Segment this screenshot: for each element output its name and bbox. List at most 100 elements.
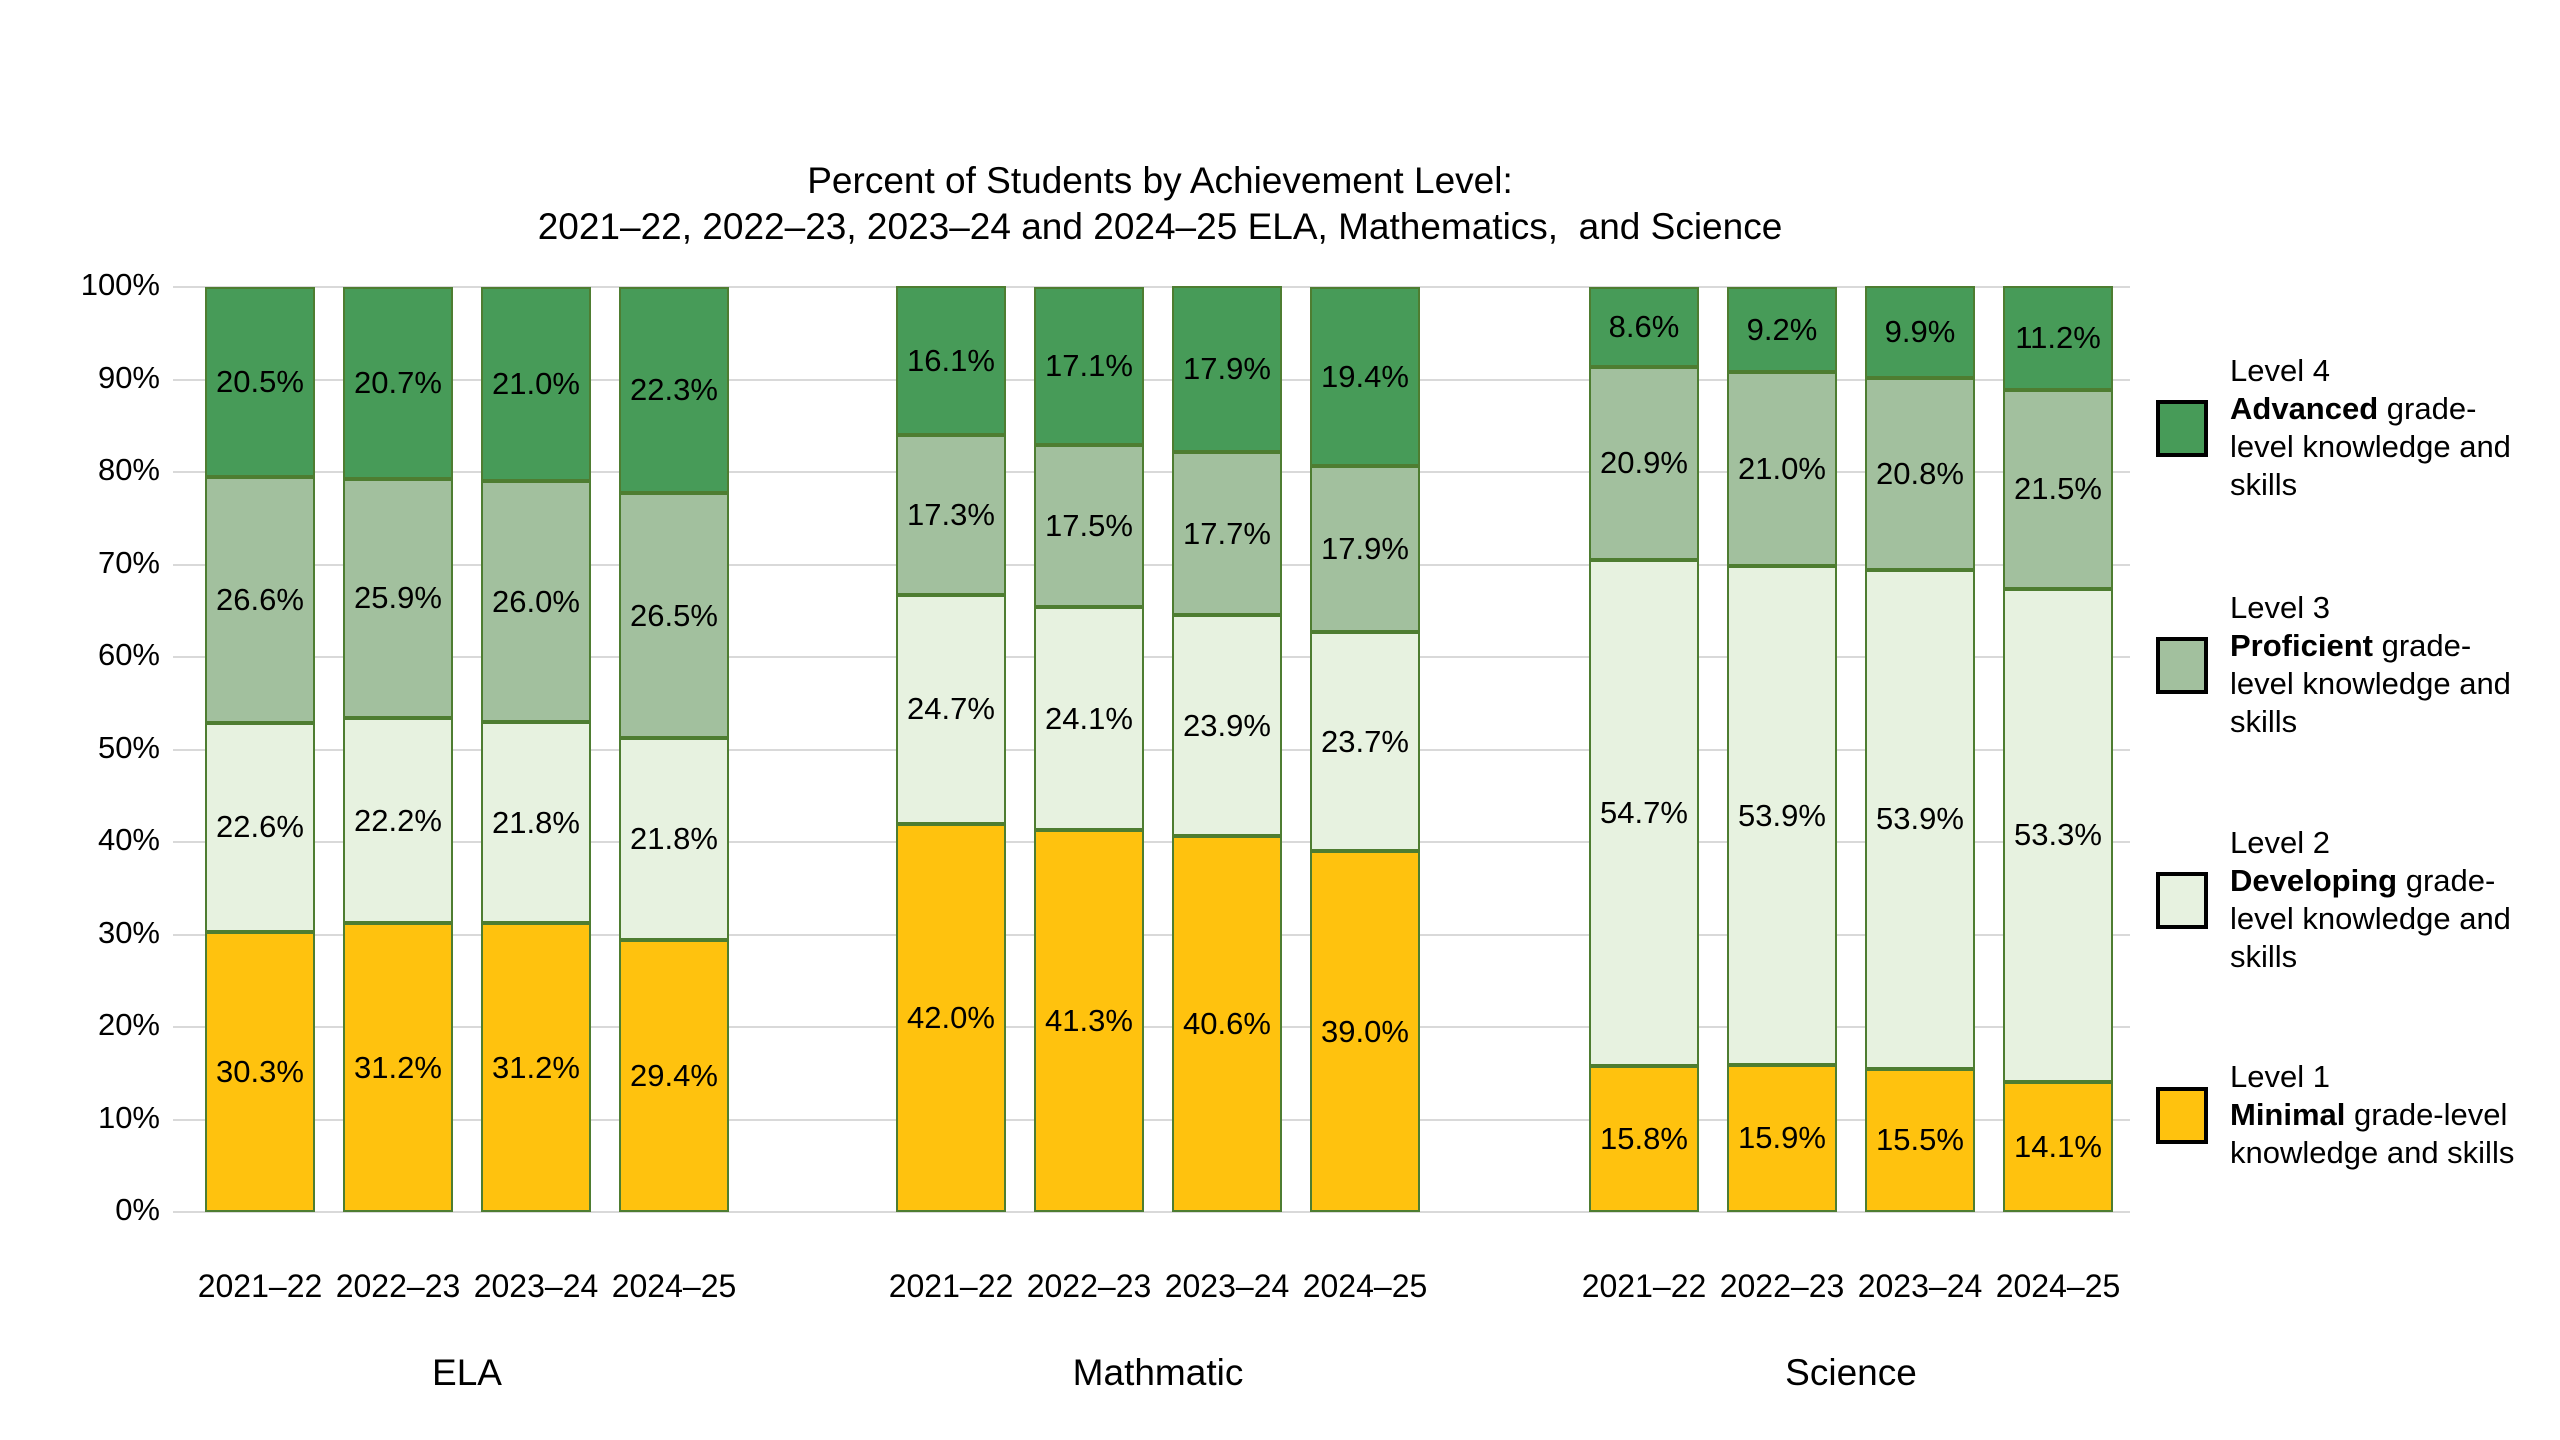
group-label-Mathmatic: Mathmatic [1072, 1352, 1244, 1393]
bar-segment-level3: 20.8% [1865, 377, 1975, 571]
legend-swatch-level1 [2156, 1086, 2208, 1144]
bar-segment-level2: 23.9% [1172, 615, 1282, 837]
bar-segment-value-label: 9.9% [1884, 313, 1956, 349]
bar-segment-value-label: 15.8% [1600, 1120, 1688, 1156]
gridline-10% [173, 1118, 2130, 1121]
bar-segment-level3: 21.5% [2003, 389, 2113, 589]
bar-segment-value-label: 16.1% [907, 342, 995, 378]
bar-segment-level4: 8.6% [1589, 287, 1699, 367]
bar-segment-level3: 20.9% [1589, 366, 1699, 560]
bar-segment-value-label: 14.1% [2014, 1128, 2102, 1164]
x-year-label: 2021–22 [197, 1268, 323, 1304]
bar-segment-value-label: 17.1% [1045, 348, 1133, 384]
bar-segment-level2: 24.7% [896, 595, 1006, 824]
bar-segment-level3: 21.0% [1727, 372, 1837, 567]
bar-segment-level1: 15.5% [1865, 1068, 1975, 1212]
bar-segment-value-label: 17.3% [907, 497, 995, 533]
bar-segment-value-label: 20.9% [1600, 445, 1688, 481]
bar-segment-value-label: 42.0% [907, 999, 995, 1035]
bar-segment-level2: 22.2% [343, 718, 453, 924]
bar-segment-value-label: 17.9% [1183, 350, 1271, 386]
bar-segment-level4: 17.1% [1034, 287, 1144, 446]
y-tick-label-80%: 80% [97, 452, 160, 487]
bar-segment-value-label: 41.3% [1045, 1002, 1133, 1038]
bar-segment-value-label: 26.6% [216, 581, 304, 617]
bar-segment-value-label: 17.9% [1321, 531, 1409, 567]
bar-segment-value-label: 15.9% [1738, 1120, 1826, 1156]
gridline-70% [173, 563, 2130, 566]
bar-segment-level3: 17.9% [1310, 466, 1420, 633]
bar-segment-value-label: 20.8% [1876, 455, 1964, 491]
bar-segment-level1: 31.2% [481, 923, 591, 1212]
y-tick-label-40%: 40% [97, 822, 160, 857]
x-year-label: 2024–25 [1302, 1268, 1428, 1304]
bar-segment-value-label: 20.7% [354, 364, 442, 400]
bar-segment-value-label: 26.5% [630, 597, 718, 633]
legend-entry-level-3: Level 3 Proficient grade-level knowledge … [2156, 589, 2560, 741]
bar-segment-level1: 40.6% [1172, 836, 1282, 1212]
stacked-bar-Science-2023–24: 15.5% 53.9% 20.8% 9.9% [1865, 286, 1975, 1212]
chart-title-line1: Percent of Students by Achievement Level… [807, 160, 1513, 201]
gridline-40% [173, 841, 2130, 843]
stacked-bar-Science-2021–22: 15.8% 54.7% 20.9% 8.6% [1589, 287, 1699, 1212]
bar-segment-level1: 31.2% [343, 923, 453, 1212]
bar-segment-level4: 21.0% [481, 287, 591, 482]
bar-segment-value-label: 21.0% [492, 366, 580, 402]
bar-segment-level1: 30.3% [205, 931, 315, 1212]
bar-segment-value-label: 15.5% [1876, 1122, 1964, 1158]
plot-area: 30.3% 22.6% 26.6% 20.5% 31.2% 22.2% 25.9% 20.7%… [173, 286, 2130, 1213]
bar-segment-level4: 17.9% [1172, 286, 1282, 452]
bar-segment-value-label: 23.9% [1183, 707, 1271, 743]
gridline-20% [173, 1026, 2130, 1028]
y-tick-label-30%: 30% [97, 914, 160, 950]
bar-segment-value-label: 29.4% [630, 1058, 718, 1094]
bar-segment-value-label: 17.7% [1183, 515, 1271, 551]
legend-entry-level-2: Level 2 Developing grade-level knowledge … [2156, 824, 2560, 976]
bar-segment-level4: 19.4% [1310, 287, 1420, 467]
bar-segment-value-label: 17.5% [1045, 508, 1133, 544]
bar-segment-value-label: 21.8% [492, 804, 580, 840]
stacked-bar-ELA-2023–24: 31.2% 21.8% 26.0% 21.0% [481, 287, 591, 1212]
legend-level-label: Level 1 [2230, 1059, 2330, 1094]
bar-segment-value-label: 21.8% [630, 821, 718, 857]
bar-segment-value-label: 8.6% [1608, 308, 1680, 344]
bar-segment-level4: 16.1% [896, 286, 1006, 436]
y-tick-label-10%: 10% [97, 1099, 160, 1135]
bar-segment-value-label: 22.6% [216, 809, 304, 845]
group-label-Science: Science [1785, 1352, 1917, 1393]
bar-segment-level4: 9.9% [1865, 286, 1975, 378]
group-label-ELA: ELA [432, 1352, 502, 1393]
bar-segment-value-label: 20.5% [216, 363, 304, 399]
legend-level-description: Advanced grade-level knowledge and skill… [2230, 391, 2511, 502]
stacked-bar-ELA-2024–25: 29.4% 21.8% 26.5% 22.3% [619, 287, 729, 1212]
legend-level-description: Developing grade-level knowledge and ski… [2230, 863, 2511, 974]
bar-segment-level1: 15.8% [1589, 1065, 1699, 1212]
legend-level-label: Level 2 [2230, 825, 2330, 860]
bar-segment-level2: 22.6% [205, 722, 315, 932]
stacked-bar-Mathmatic-2024–25: 39.0% 23.7% 17.9% 19.4% [1310, 287, 1420, 1212]
chart-title: Percent of Students by Achievement Level… [200, 158, 2120, 250]
stacked-bar-Mathmatic-2023–24: 40.6% 23.9% 17.7% 17.9% [1172, 286, 1282, 1212]
bar-segment-value-label: 53.9% [1876, 801, 1964, 837]
legend-level-description: Minimal grade-level knowledge and skills [2230, 1097, 2515, 1170]
x-year-label: 2022–23 [335, 1268, 461, 1304]
bar-segment-level1: 15.9% [1727, 1064, 1837, 1212]
bar-segment-level3: 25.9% [343, 478, 453, 719]
legend-level-label: Level 4 [2230, 353, 2330, 388]
x-year-label: 2023–24 [473, 1268, 599, 1304]
chart-title-line2: 2021–22, 2022–23, 2023–24 and 2024–25 EL… [537, 206, 1783, 247]
gridline-90% [173, 378, 2130, 381]
bar-segment-value-label: 26.0% [492, 583, 580, 619]
legend-entry-level-4: Level 4 Advanced grade-level knowledge an… [2156, 352, 2560, 504]
bar-segment-level3: 26.6% [205, 476, 315, 723]
y-tick-label-100%: 100% [80, 267, 160, 302]
bar-segment-level1: 41.3% [1034, 829, 1144, 1212]
legend-entry-text: Level 2 Developing grade-level knowledge … [2230, 824, 2530, 976]
bar-segment-value-label: 22.2% [354, 802, 442, 838]
legend-entry-text: Level 4 Advanced grade-level knowledge an… [2230, 352, 2530, 504]
bar-segment-value-label: 21.5% [2014, 471, 2102, 507]
bar-segment-value-label: 22.3% [630, 372, 718, 408]
bar-segment-value-label: 30.3% [216, 1053, 304, 1089]
gridline-0% [173, 1211, 2130, 1213]
